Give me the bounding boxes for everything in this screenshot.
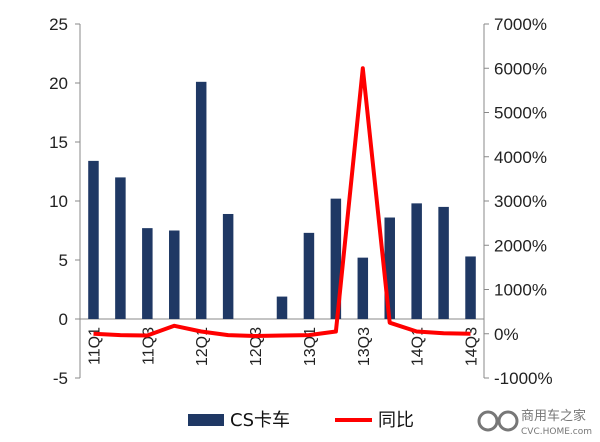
right-tick-label: 0% [494, 325, 519, 344]
left-tick-label: 25 [49, 15, 68, 34]
bar [88, 160, 99, 319]
bar [411, 203, 422, 319]
bar [115, 177, 126, 319]
watermark-line2: CVC.HOME.com [521, 427, 592, 437]
bar [384, 217, 395, 319]
watermark-line1: 商用车之家 [521, 408, 586, 424]
x-tick-label: 12Q3 [248, 327, 265, 366]
right-tick-label: 5000% [494, 104, 547, 123]
bar [465, 256, 476, 319]
x-tick-label: 14Q3 [464, 327, 481, 366]
right-tick-label: 7000% [494, 15, 547, 34]
left-axis: -5 0 5 10 15 20 25 [49, 15, 80, 388]
right-tick-label: 2000% [494, 236, 547, 255]
right-tick-label: 6000% [494, 59, 547, 78]
bar [357, 257, 369, 319]
legend-swatch-bar [188, 414, 224, 426]
legend-label-line: 同比 [378, 410, 414, 431]
bar [438, 206, 449, 319]
left-tick-label: 20 [49, 74, 68, 93]
bar [222, 213, 234, 319]
bar-series [88, 81, 476, 319]
bar [169, 230, 180, 319]
x-tick-label: 13Q3 [356, 327, 373, 366]
right-tick-label: 4000% [494, 148, 547, 167]
bar [195, 81, 207, 319]
left-tick-label: 5 [59, 251, 68, 270]
legend-label-bar: CS卡车 [230, 410, 290, 431]
left-tick-label: 10 [49, 192, 68, 211]
line-series [93, 66, 471, 338]
watermark: 商用车之家 CVC.HOME.com [477, 408, 592, 437]
x-tick-label: 11Q1 [86, 327, 103, 365]
x-tick-label: 14Q1 [410, 327, 427, 366]
x-tick-label: 12Q1 [194, 327, 211, 366]
left-tick-label: -5 [53, 369, 68, 388]
bar [276, 296, 288, 319]
right-tick-label: 1000% [494, 281, 547, 300]
legend: CS卡车 同比 [188, 410, 414, 431]
left-tick-label: 0 [59, 310, 68, 329]
left-tick-label: 15 [49, 133, 68, 152]
right-tick-label: -1000% [494, 369, 553, 388]
bar [303, 232, 315, 319]
right-axis: -1000% 0% 1000% 2000% 3000% 4000% 5000% 6000% 70… [484, 15, 553, 388]
bar [142, 228, 153, 319]
bar [330, 198, 342, 319]
right-tick-label: 3000% [494, 192, 547, 211]
watermark-logo-icon [477, 410, 519, 432]
